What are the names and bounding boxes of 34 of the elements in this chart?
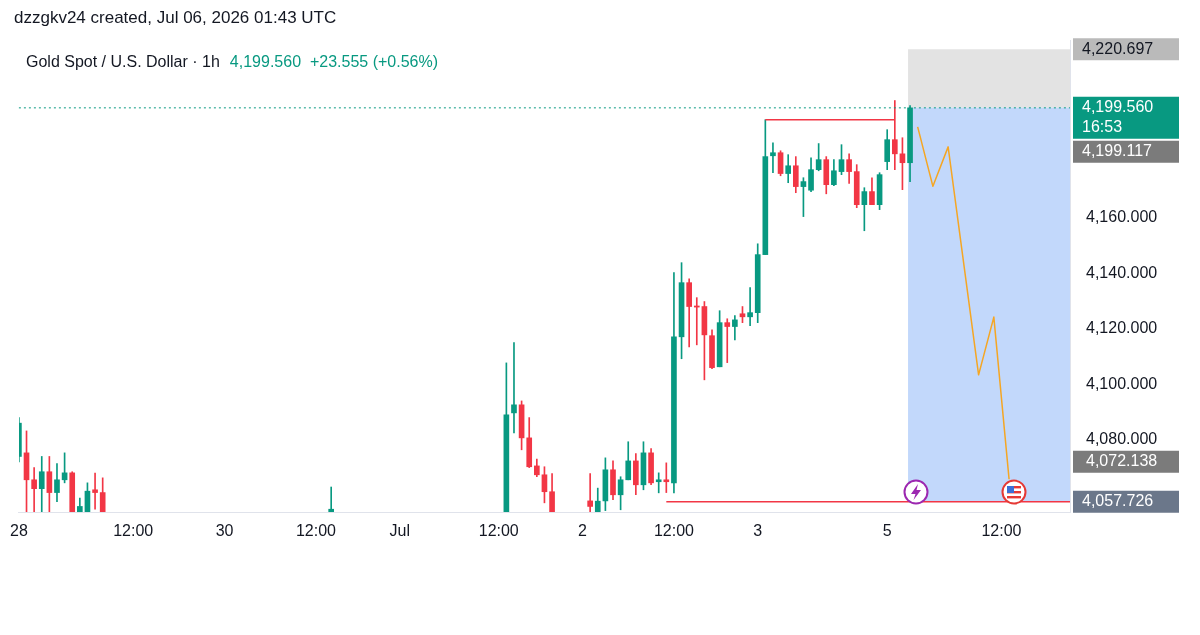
x-tick-label: 3 <box>753 522 763 540</box>
y-tick-label: 4,100.000 <box>1086 374 1158 392</box>
y-tick-label: 4,072.138 <box>1086 452 1158 470</box>
candlestick <box>587 473 593 512</box>
x-tick-label: Jul <box>389 522 410 540</box>
x-tick-label: 12:00 <box>113 522 154 540</box>
text: Gold Spot / U.S. Dollar · 1h <box>26 53 220 70</box>
band-label: 4,057.726 <box>1082 492 1154 510</box>
candlestick <box>328 486 335 512</box>
candlestick <box>31 467 37 512</box>
candlestick <box>724 318 731 363</box>
x-tick-label: 12:00 <box>981 522 1022 540</box>
candlestick <box>511 342 517 434</box>
y-tick-label: 4,160.000 <box>1086 208 1158 226</box>
candlestick <box>770 142 776 174</box>
x-tick-label: 12:00 <box>653 522 695 540</box>
x-tick-label: 12:00 <box>295 522 337 540</box>
y-tick-label: 4,120.000 <box>1086 319 1158 337</box>
x-tick-label: 28 <box>10 522 28 540</box>
y-tick-label: 4,140.000 <box>1086 263 1158 281</box>
text: 4,199.117 <box>1082 142 1153 160</box>
y-tick-label: 4,080.000 <box>1086 430 1158 448</box>
band-label: 4,220.697 <box>1082 39 1154 57</box>
x-tick-label: 2 <box>578 522 588 540</box>
text: dzzgkv24 created, Jul 06, 2026 01:43 UTC <box>14 8 337 28</box>
x-tick-label: 5 <box>882 522 892 540</box>
text: 4,199.560 +23.555 (+0.56%) <box>229 53 439 70</box>
candlestick <box>747 287 753 327</box>
candlestick <box>655 472 662 494</box>
x-tick-label: 12:00 <box>478 522 519 540</box>
ref-line-label: 4,199.560 16:53 <box>1082 98 1154 136</box>
x-tick-label: 30 <box>215 522 234 540</box>
candlestick <box>663 462 670 493</box>
candlestick <box>92 472 98 510</box>
